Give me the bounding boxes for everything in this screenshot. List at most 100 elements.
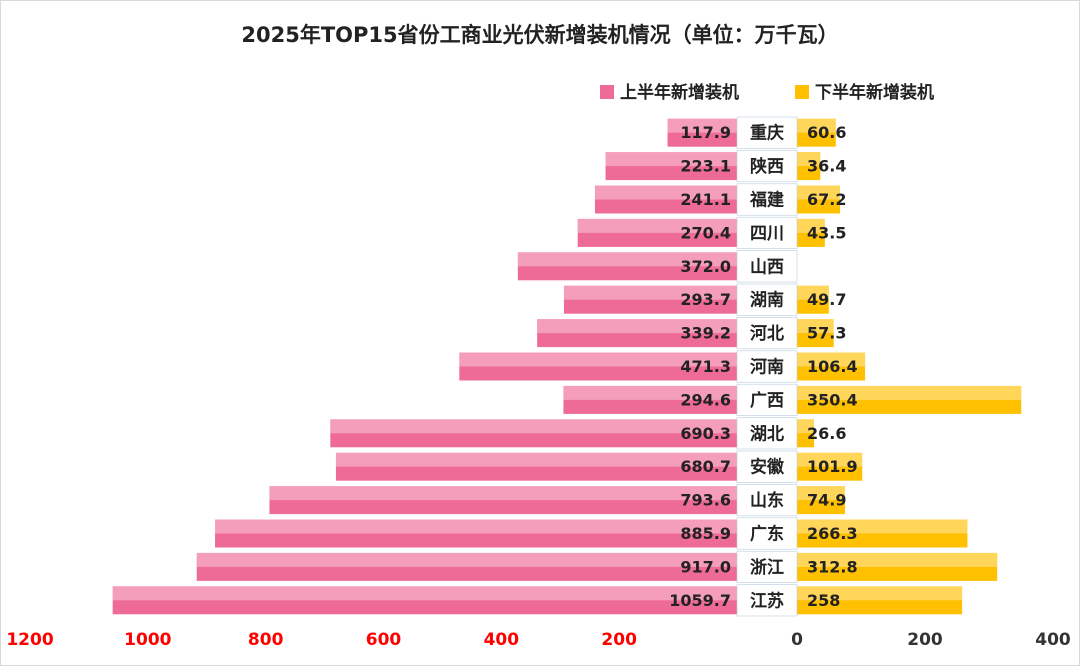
bar — [797, 352, 866, 381]
data-label: 339.2 — [680, 324, 731, 343]
data-label: 885.9 — [680, 524, 731, 543]
category-label: 四川 — [750, 224, 784, 244]
category-cell — [736, 250, 798, 283]
bar — [797, 319, 834, 348]
bar-highlight — [797, 185, 841, 200]
bar — [335, 452, 737, 481]
data-label: 294.6 — [680, 390, 731, 409]
data-label: 57.3 — [807, 324, 846, 343]
data-label: 60.6 — [807, 123, 846, 142]
bar-highlight — [797, 385, 1022, 400]
bar — [112, 586, 737, 615]
data-label: 680.7 — [680, 457, 731, 476]
bar-highlight — [196, 552, 738, 567]
data-label: 36.4 — [807, 157, 846, 176]
data-label: 471.3 — [680, 357, 731, 376]
category-cell — [736, 550, 798, 583]
category-label: 浙江 — [750, 557, 784, 578]
data-label: 49.7 — [807, 290, 846, 309]
category-label: 广东 — [750, 524, 784, 545]
bar — [517, 252, 737, 281]
bar-highlight — [112, 586, 737, 601]
chart-title: 2025年TOP15省份工商业光伏新增装机情况（单位：万千瓦） — [241, 23, 838, 47]
data-label: 67.2 — [807, 190, 846, 209]
category-cell — [736, 584, 798, 617]
data-label: 1059.7 — [669, 591, 731, 610]
bar-highlight — [797, 352, 866, 367]
category-cell — [736, 517, 798, 550]
bar — [797, 285, 829, 314]
bar-highlight — [797, 118, 836, 133]
bar-highlight — [797, 519, 968, 534]
data-label: 258 — [807, 591, 840, 610]
bar-highlight — [797, 586, 963, 601]
bar — [797, 385, 1022, 414]
data-label: 372.0 — [680, 257, 731, 276]
bar-highlight — [797, 552, 998, 567]
category-cell — [736, 116, 798, 149]
data-label: 43.5 — [807, 223, 846, 242]
category-cell — [736, 150, 798, 183]
bar — [797, 486, 845, 515]
bar — [797, 586, 963, 615]
category-cell — [736, 417, 798, 450]
data-label: 793.6 — [680, 491, 731, 510]
bar — [537, 319, 737, 348]
category-label: 山西 — [750, 257, 784, 277]
bar-highlight — [330, 419, 737, 434]
bar-highlight — [459, 352, 737, 367]
category-label: 河南 — [750, 357, 784, 378]
legend-swatch — [795, 85, 809, 99]
data-label: 917.0 — [680, 557, 731, 576]
data-label: 241.1 — [680, 190, 731, 209]
category-cell — [736, 216, 798, 249]
bar — [667, 118, 737, 147]
bar-highlight — [517, 252, 737, 267]
bar-highlight — [605, 152, 737, 167]
bar — [459, 352, 737, 381]
data-label: 266.3 — [807, 524, 858, 543]
category-label: 重庆 — [750, 123, 784, 144]
bar-highlight — [797, 152, 821, 167]
bar-highlight — [667, 118, 737, 133]
bar — [797, 452, 863, 481]
x-tick-label: 600 — [366, 630, 402, 650]
data-label: 270.4 — [680, 223, 731, 242]
bar-highlight — [797, 285, 829, 300]
bar — [797, 419, 815, 448]
x-tick-label: 400 — [1035, 630, 1071, 650]
category-cell — [736, 484, 798, 517]
data-label: 74.9 — [807, 491, 846, 510]
bar — [797, 552, 998, 581]
bar-highlight — [797, 319, 834, 334]
bar-highlight — [594, 185, 737, 200]
bar-highlight — [797, 419, 815, 434]
bar — [605, 152, 737, 181]
legend-swatch — [600, 85, 614, 99]
bar-highlight — [797, 486, 845, 501]
bar — [797, 185, 841, 214]
bar — [215, 519, 737, 548]
bar-highlight — [797, 452, 863, 467]
bar — [797, 218, 825, 247]
category-label: 广西 — [750, 390, 784, 411]
bar — [797, 519, 968, 548]
bar — [196, 552, 738, 581]
legend-label: 上半年新增装机 — [620, 82, 739, 103]
x-tick-label: 1200 — [6, 630, 53, 650]
data-label: 312.8 — [807, 557, 858, 576]
bar-highlight — [797, 218, 825, 233]
x-tick-label: 400 — [484, 630, 520, 650]
bar-highlight — [537, 319, 737, 334]
category-label: 河北 — [750, 324, 784, 344]
category-cell — [736, 183, 798, 216]
bar-highlight — [577, 218, 737, 233]
x-tick-label: 800 — [248, 630, 284, 650]
category-label: 江苏 — [750, 590, 784, 611]
category-cell — [736, 383, 798, 416]
data-label: 26.6 — [807, 424, 846, 443]
bar-highlight — [215, 519, 737, 534]
category-cell — [736, 350, 798, 383]
x-tick-label: 200 — [907, 630, 943, 650]
